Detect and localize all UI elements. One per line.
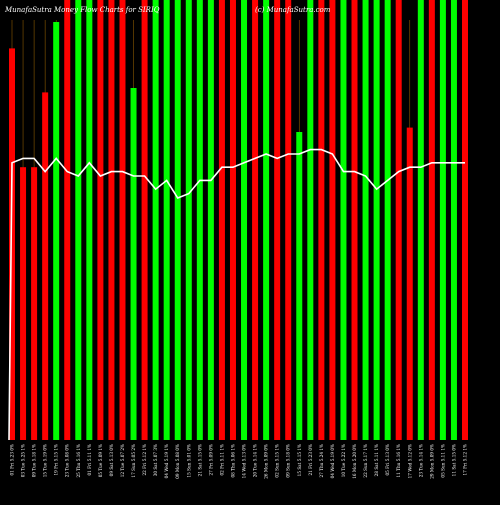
x-tick-label: 05 Tue 5.09 1% (98, 444, 103, 477)
bar (274, 0, 281, 440)
bar (185, 0, 192, 440)
x-tick-label: 02 Fri 5.11 1% (219, 444, 224, 476)
bar (53, 22, 60, 440)
x-tick-label: 22 Sun 5.17 1% (363, 444, 368, 478)
bar (307, 0, 314, 440)
bar (340, 0, 347, 440)
x-tick-labels: 01 Fri 5.23 0% 03 Tue 5.25 1% 09 Tue 5.18 … (10, 444, 468, 479)
chart-title: MunafaSutra Money Flow Charts for SIRIQ (4, 6, 160, 14)
bar (384, 0, 391, 440)
x-tick-label: 09 Tue 5.18 1% (32, 444, 37, 477)
bar (141, 0, 148, 440)
bar (130, 88, 137, 440)
x-tick-label: 04 Wed 5.19 0% (330, 444, 335, 478)
bar (152, 0, 159, 440)
x-tick-label: 10 Tue 5.22 1% (341, 444, 346, 477)
bar (373, 0, 380, 440)
bar (75, 0, 82, 440)
x-tick-label: 15 Sat 5.15 1% (297, 444, 302, 476)
x-tick-label: 16 Mon 5.20 0% (352, 444, 357, 479)
bar (362, 0, 369, 440)
bar (329, 0, 336, 440)
bar (20, 167, 27, 440)
flow-line (8, 148, 465, 441)
bar (108, 0, 115, 440)
bar (395, 0, 402, 440)
x-tick-label: 30 Sat 5.07 3% (153, 444, 158, 476)
bar (450, 0, 457, 440)
x-tick-label: 17 Sun 5.05 2% (131, 444, 136, 478)
x-tick-label: 19 Fri 5.15 1% (54, 444, 59, 476)
bar (31, 167, 38, 440)
x-tick-label: 01 Fri 5.11 1% (87, 444, 92, 476)
x-tick-label: 20 Tue 5.14 1% (253, 444, 258, 477)
x-tick-label: 21 Sat 5.15 0% (197, 444, 202, 476)
x-tick-label: 23 Tue 5.14 1% (418, 444, 423, 477)
x-tick-label: 09 Sat 5.13 0% (109, 444, 114, 476)
bar (196, 0, 203, 440)
bar (207, 0, 214, 440)
bar (174, 0, 181, 440)
x-tick-label: 23 Tue 5.08 0% (65, 444, 70, 477)
bar (163, 0, 170, 440)
x-tick-label: 05 Sun 5.11 1% (440, 444, 445, 478)
x-tick-label: 11 Sat 5.15 0% (451, 444, 456, 476)
bar (229, 0, 236, 440)
x-tick-label: 27 Thu 5.24 1% (319, 444, 324, 477)
x-tick-label: 03 Tue 5.25 1% (21, 444, 26, 477)
x-tick-label: 29 Mon 5.09 0% (429, 444, 434, 479)
x-tick-label: 08 Thu 5.06 1% (230, 444, 235, 477)
bar (86, 0, 93, 440)
bar (417, 0, 424, 440)
bar (64, 0, 71, 440)
x-tick-label: 17 Wed 5.12 0% (407, 444, 412, 478)
x-tick-label: 21 Fri 5.23 0% (308, 444, 313, 476)
bar (428, 0, 435, 440)
x-tick-label: 25 Thu 5.16 1% (76, 444, 81, 477)
bar (318, 0, 325, 440)
bar (296, 132, 303, 440)
bar (252, 0, 259, 440)
x-tick-label: 15 Sun 5.01 0% (186, 444, 191, 478)
x-tick-label: 22 Fri 5.12 1% (142, 444, 147, 476)
bar (285, 0, 292, 440)
x-tick-label: 15 Tue 5.19 0% (43, 444, 48, 477)
bar (462, 0, 468, 440)
bar (263, 0, 270, 440)
x-tick-label: 02 Sun 5.15 1% (275, 444, 280, 478)
bar (439, 0, 446, 440)
bar (97, 0, 104, 440)
x-tick-label: 28 Sat 5.11 1% (374, 444, 379, 476)
site-credit: (c) MunafaSutra.com (255, 6, 331, 14)
bar (218, 0, 225, 440)
x-tick-label: 05 Fri 5.13 0% (385, 444, 390, 476)
x-tick-label: 14 Wed 5.13 0% (242, 444, 247, 478)
bar (42, 92, 49, 441)
x-tick-label: 11 Thu 5.16 1% (396, 444, 401, 477)
x-tick-label: 09 Sun 5.18 0% (286, 444, 291, 478)
bar (119, 0, 126, 440)
x-tick-label: 04 Wed 5.19 1% (164, 444, 169, 478)
bar (406, 127, 413, 440)
line-layer (8, 148, 465, 441)
x-tick-label: 17 Fri 5.12 1% (463, 444, 468, 476)
bar (9, 48, 15, 441)
bar (241, 0, 248, 440)
bar (351, 0, 358, 440)
x-tick-label: 09 Mon 5.08 0% (175, 444, 180, 479)
bar-layer (9, 0, 468, 441)
x-tick-label: 27 Fri 5.09 0% (208, 444, 213, 476)
x-tick-label: 12 Tue 5.07 2% (120, 444, 125, 477)
x-tick-label: 26 Mon 5.09 0% (264, 444, 269, 479)
x-tick-label: 01 Fri 5.23 0% (10, 444, 15, 476)
